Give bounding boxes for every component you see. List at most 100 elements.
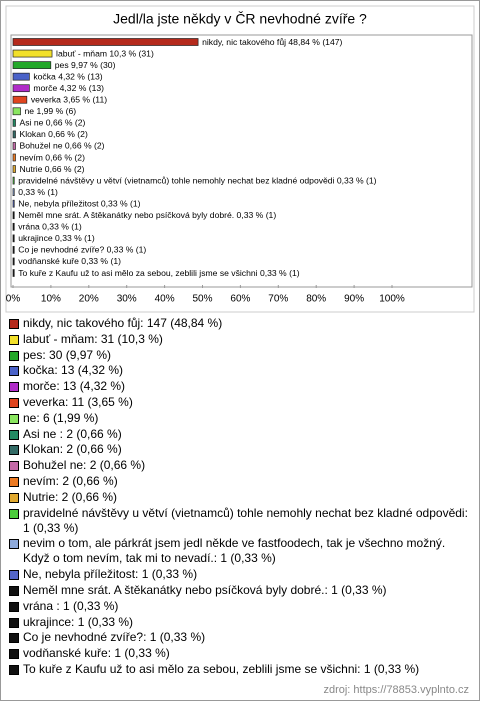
x-tick-label: 50% <box>192 294 212 305</box>
bar <box>12 176 15 185</box>
bar-label: kočka 4,32 % (13) <box>33 71 102 81</box>
legend-swatch <box>9 664 19 675</box>
legend-item: ne: 6 (1,99 %) <box>9 411 471 426</box>
bar-label: 0,33 % (1) <box>18 187 58 197</box>
bar <box>12 222 15 231</box>
bar-label: ukrajince 0,33 % (1) <box>18 233 95 243</box>
legend-swatch <box>9 649 19 660</box>
bar-label: To kuře z Kaufu už to asi mělo za sebou,… <box>18 268 299 278</box>
legend-swatch <box>9 334 19 345</box>
legend-label: Asi ne : 2 (0,66 %) <box>23 426 122 441</box>
bar <box>12 84 30 93</box>
legend-swatch <box>9 585 19 596</box>
bar <box>12 72 30 81</box>
bar <box>12 107 21 116</box>
legend-swatch <box>9 397 19 408</box>
legend-label: Neměl mne srát. A štěkanátky nebo psíčko… <box>23 582 387 597</box>
x-tick-label: 60% <box>230 294 250 305</box>
bar-label: ne 1,99 % (6) <box>25 106 77 116</box>
bar-label: Nutrie 0,66 % (2) <box>20 164 85 174</box>
bar-label: Bohužel ne 0,66 % (2) <box>20 141 105 151</box>
x-tick-label: 20% <box>79 294 99 305</box>
bar-label: morče 4,32 % (13) <box>33 83 104 93</box>
legend-label: nevím: 2 (0,66 %) <box>23 473 118 488</box>
bar <box>12 130 16 139</box>
legend-item: Bohužel ne: 2 (0,66 %) <box>9 458 471 473</box>
bar <box>12 118 16 127</box>
legend-swatch <box>9 617 19 628</box>
legend-swatch <box>9 461 19 472</box>
legend-swatch <box>9 413 19 424</box>
legend-label: morče: 13 (4,32 %) <box>23 379 126 394</box>
legend-label: ne: 6 (1,99 %) <box>23 410 99 425</box>
bar <box>12 142 16 150</box>
bar <box>12 61 52 69</box>
legend-swatch <box>9 601 19 612</box>
bar-label: nevím 0,66 % (2) <box>20 152 86 162</box>
legend-swatch <box>9 476 19 487</box>
bar <box>12 188 15 196</box>
bar <box>12 246 15 254</box>
plot-frame <box>10 34 473 288</box>
legend-swatch <box>9 445 19 456</box>
legend-label: Bohužel ne: 2 (0,66 %) <box>23 458 146 473</box>
legend-item: kočka: 13 (4,32 %) <box>9 363 471 378</box>
legend-swatch <box>9 429 19 440</box>
legend-label: Ne, nebyla příležitost: 1 (0,33 %) <box>23 567 198 582</box>
x-tick-label: 80% <box>306 294 326 305</box>
legend-label: Klokan: 2 (0,66 %) <box>23 442 122 457</box>
x-tick-label: 0% <box>6 294 21 305</box>
legend-item: Asi ne : 2 (0,66 %) <box>9 427 471 442</box>
legend-item: To kuře z Kaufu už to asi mělo za sebou,… <box>9 662 471 677</box>
legend-swatch <box>9 633 19 644</box>
legend-swatch <box>9 366 19 377</box>
bar <box>12 38 199 46</box>
chart: Jedl/la jste někdy v ČR nevhodné zvíře ?… <box>5 5 475 313</box>
legend-label: vrána : 1 (0,33 %) <box>23 598 119 613</box>
legend-label: labuť - mňam: 31 (10,3 %) <box>23 331 163 346</box>
bar-label: Ne, nebyla příležitost 0,33 % (1) <box>18 198 140 208</box>
legend-item: veverka: 11 (3,65 %) <box>9 395 471 410</box>
bar <box>12 269 15 277</box>
legend-label: nevim o tom, ale párkrát jsem jedl někde… <box>23 536 446 566</box>
legend-item: nikdy, nic takového fůj: 147 (48,84 %) <box>9 316 471 331</box>
legend-swatch <box>9 539 19 550</box>
x-tick-label: 10% <box>41 294 61 305</box>
legend-swatch <box>9 319 19 329</box>
bar <box>12 49 53 58</box>
legend-item: vrána : 1 (0,33 %) <box>9 599 471 614</box>
legend-item: pes: 30 (9,97 %) <box>9 348 471 363</box>
bar-label: veverka 3,65 % (11) <box>31 95 107 105</box>
bar-label: vodňanské kuře 0,33 % (1) <box>18 256 121 266</box>
x-tick-label: 40% <box>155 294 175 305</box>
legend-label: To kuře z Kaufu už to asi mělo za sebou,… <box>23 661 420 676</box>
bar-label: labuť - mňam 10,3 % (31) <box>56 48 154 58</box>
legend-item: ukrajince: 1 (0,33 %) <box>9 615 471 630</box>
bar-label: pes 9,97 % (30) <box>55 60 116 70</box>
legend-item: nevim o tom, ale párkrát jsem jedl někde… <box>9 536 471 566</box>
bar-label: nikdy, nic takového fůj 48,84 % (147) <box>202 37 342 47</box>
legend-item: Ne, nebyla příležitost: 1 (0,33 %) <box>9 567 471 582</box>
chart-title: Jedl/la jste někdy v ČR nevhodné zvíře ? <box>113 11 367 27</box>
x-tick-label: 70% <box>268 294 288 305</box>
legend-item: Nutrie: 2 (0,66 %) <box>9 490 471 505</box>
legend-item: pravidelné návštěvy u větví (vietnamců) … <box>9 506 471 536</box>
legend-label: ukrajince: 1 (0,33 %) <box>23 614 134 629</box>
source: zdroj: https://78853.vyplnto.cz <box>323 684 469 696</box>
legend-label: Nutrie: 2 (0,66 %) <box>23 489 118 504</box>
bar <box>12 165 16 173</box>
legend-item: Neměl mne srát. A štěkanátky nebo psíčko… <box>9 583 471 598</box>
legend-label: pes: 30 (9,97 %) <box>23 347 112 362</box>
legend-item: Co je nevhodné zvíře?: 1 (0,33 %) <box>9 630 471 645</box>
legend-swatch <box>9 492 19 503</box>
legend-item: labuť - mňam: 31 (10,3 %) <box>9 332 471 347</box>
chart-frame <box>5 5 475 313</box>
legend-label: kočka: 13 (4,32 %) <box>23 363 124 378</box>
legend-label: veverka: 11 (3,65 %) <box>23 394 133 409</box>
bar <box>12 234 15 243</box>
bar-label: vrána 0,33 % (1) <box>18 222 82 232</box>
bar <box>12 211 15 220</box>
legend-label: vodňanské kuře: 1 (0,33 %) <box>23 646 170 661</box>
bar-label: Asi ne 0,66 % (2) <box>20 118 86 128</box>
